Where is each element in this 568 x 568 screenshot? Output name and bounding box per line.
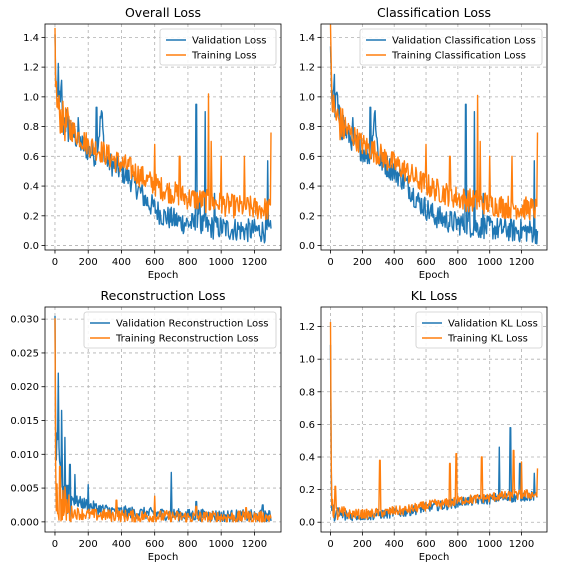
chart-title: Reconstruction Loss: [101, 288, 226, 303]
legend: Validation Loss Training Loss: [159, 28, 277, 66]
series-line-validation: [329, 344, 538, 522]
x-tick-label: 1200: [242, 539, 267, 550]
y-tick-label: 0.4: [299, 453, 315, 464]
chart-panel-3: 0 200 400 600 800 1000 1200 0.000 0.005 0.010 0.01…: [10, 288, 282, 563]
y-tick-label: 1.2: [23, 63, 39, 74]
y-tick-label: 0.8: [23, 122, 39, 133]
y-tick-label: 0.2: [299, 211, 315, 222]
chart-panel-2: 0 200 400 600 800 1000 1200 0.0 0.2 0.4 0.6 0.8 1.0 1…: [299, 5, 548, 281]
y-tick-label: 1.4: [299, 33, 315, 44]
y-tick-label: 0.030: [10, 315, 39, 326]
legend-entry: Training Classification Loss: [391, 51, 526, 62]
x-axis-label: Epoch: [148, 552, 179, 563]
y-tick-label: 0.4: [23, 182, 39, 193]
y-tick-label: 1.2: [299, 322, 315, 333]
series-line-training: [54, 318, 272, 523]
x-tick-label: 1000: [208, 257, 233, 268]
legend-entry: Training KL Loss: [447, 334, 528, 345]
legend-entry: Validation Reconstruction Loss: [116, 319, 269, 330]
x-tick-label: 1000: [477, 539, 502, 550]
series-line-training: [329, 321, 539, 521]
legend-frame: [83, 311, 277, 349]
y-tick-label: 1.0: [23, 92, 39, 103]
y-tick-label: 0.8: [299, 122, 315, 133]
x-tick-label: 600: [145, 257, 164, 268]
x-tick-label: 1200: [242, 257, 267, 268]
legend-frame: [415, 311, 543, 349]
x-axis-label: Epoch: [419, 270, 450, 281]
x-tick-label: 200: [79, 539, 98, 550]
legend: Validation Classification Loss Training C…: [359, 28, 543, 66]
chart-title: Overall Loss: [125, 5, 201, 20]
y-tick-label: 0.6: [299, 152, 315, 163]
axes-frame: [44, 306, 282, 533]
series-line-training: [54, 27, 272, 221]
y-tick-label: 0.010: [10, 450, 39, 461]
y-tick-label: 1.4: [23, 33, 39, 44]
chart-title: KL Loss: [411, 288, 458, 303]
x-axis-label: Epoch: [419, 552, 450, 563]
x-tick-label: 800: [178, 539, 197, 550]
x-tick-label: 1000: [208, 539, 233, 550]
x-tick-label: 1200: [509, 257, 534, 268]
legend-entry: Validation Loss: [192, 36, 267, 47]
y-tick-label: 0.8: [299, 387, 315, 398]
y-tick-label: 0.025: [10, 348, 39, 359]
x-tick-label: 800: [448, 539, 467, 550]
chart-panel-1: 0 200 400 600 800 1000 1200 0.0 0.2 0.4 0.6 0.8 1.0 1…: [23, 5, 282, 281]
axes-frame: [44, 23, 282, 251]
x-tick-label: 200: [353, 257, 372, 268]
x-tick-label: 400: [385, 539, 404, 550]
legend-entry: Training Loss: [191, 51, 257, 62]
y-tick-label: 0.0: [299, 241, 315, 252]
series-line-training: [329, 24, 539, 221]
y-tick-label: 1.2: [299, 63, 315, 74]
y-tick-label: 0.0: [23, 241, 39, 252]
legend: Validation Reconstruction Loss Training R…: [83, 311, 277, 349]
legend: Validation KL Loss Training KL Loss: [415, 311, 543, 349]
chart-title: Classification Loss: [377, 5, 491, 20]
legend-entry: Validation Classification Loss: [392, 36, 536, 47]
x-tick-label: 600: [145, 539, 164, 550]
legend-entry: Validation KL Loss: [448, 319, 538, 330]
y-tick-label: 0.015: [10, 416, 39, 427]
x-tick-label: 200: [79, 257, 98, 268]
y-tick-label: 0.6: [299, 420, 315, 431]
x-tick-label: 1200: [509, 539, 534, 550]
x-tick-label: 400: [385, 257, 404, 268]
series-line-validation: [54, 34, 272, 244]
x-tick-label: 600: [416, 257, 435, 268]
axes-frame: [320, 23, 548, 251]
legend-entry: Training Reconstruction Loss: [115, 334, 259, 345]
x-tick-label: 400: [112, 257, 131, 268]
y-tick-label: 1.0: [299, 355, 315, 366]
y-tick-label: 0.000: [10, 517, 39, 528]
x-tick-label: 400: [112, 539, 131, 550]
x-tick-label: 0: [327, 539, 333, 550]
legend-frame: [359, 28, 543, 66]
chart-panel-4: 0 200 400 600 800 1000 1200 0.0 0.2 0.4 0.6 0.8 1.0 1…: [299, 288, 548, 563]
y-tick-label: 0.4: [299, 182, 315, 193]
y-tick-label: 0.005: [10, 484, 39, 495]
x-tick-label: 600: [416, 539, 435, 550]
x-tick-label: 800: [448, 257, 467, 268]
x-axis-label: Epoch: [148, 270, 179, 281]
x-tick-label: 200: [353, 539, 372, 550]
x-tick-label: 1000: [477, 257, 502, 268]
x-tick-label: 800: [178, 257, 197, 268]
y-tick-label: 0.2: [299, 485, 315, 496]
y-tick-label: 1.0: [299, 92, 315, 103]
y-tick-label: 0.6: [23, 152, 39, 163]
y-tick-label: 0.2: [23, 211, 39, 222]
y-tick-label: 0.0: [299, 518, 315, 529]
x-tick-label: 0: [327, 257, 333, 268]
legend-frame: [159, 28, 277, 66]
series-line-validation: [329, 46, 539, 245]
axes-frame: [320, 306, 548, 533]
y-tick-label: 0.020: [10, 382, 39, 393]
x-tick-label: 0: [52, 257, 58, 268]
x-tick-label: 0: [52, 539, 58, 550]
